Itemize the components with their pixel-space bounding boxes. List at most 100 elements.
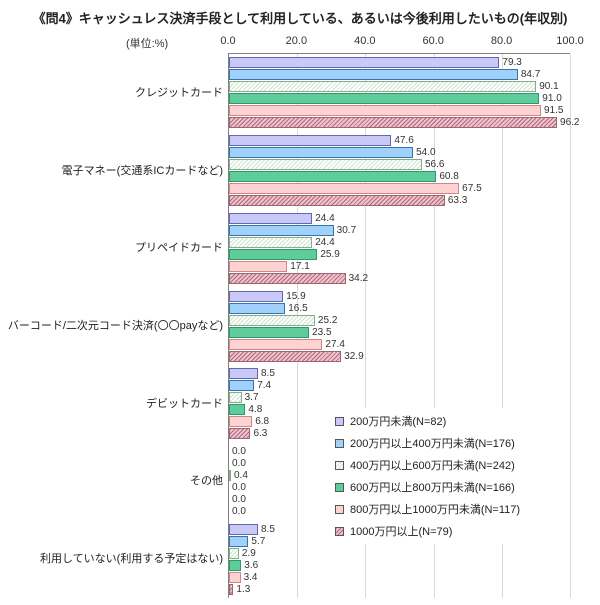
x-tick-label: 100.0: [556, 35, 584, 47]
legend-label: 1000万円以上(N=79): [350, 526, 453, 538]
bar-row: 96.2: [229, 117, 580, 129]
unit-label: (単位:%): [126, 38, 169, 50]
category-label: 利用していない(利用する予定はない): [0, 519, 228, 597]
bar-row: 6.8: [229, 416, 570, 428]
bar-row: 67.5: [229, 183, 570, 195]
bar-value-label: 30.7: [336, 224, 357, 236]
bar-value-label: 24.4: [315, 236, 335, 248]
plot-area: 79.3 84.7 90.1 91.0 91.5 96.2 47.6 54.0 56.6 60.8…: [228, 53, 580, 598]
bar-value-label: 91.5: [544, 105, 564, 117]
chart-body: クレジットカード 電子マネー(交通系ICカードなど) プリペイドカード バーコード/二…: [0, 53, 600, 598]
x-tick-label: 0.0: [220, 35, 236, 47]
bar-row: 23.5: [229, 326, 570, 338]
bar-row: 91.5: [229, 105, 570, 117]
bar-row: 3.7: [229, 392, 570, 404]
x-tick-label: 40.0: [354, 35, 376, 47]
bar: [229, 404, 246, 416]
bar: [229, 583, 234, 595]
category-label: バーコード/二次元コード決済(〇〇payなど): [0, 286, 228, 364]
legend-item: 200万円未満(N=82): [335, 410, 520, 432]
legend-swatch: [335, 438, 344, 448]
bar-group: 47.6 54.0 56.6 60.8 67.5 63.3: [229, 132, 570, 210]
legend-item: 200万円以上400万円未満(N=176): [335, 432, 520, 454]
bar-value-label: 34.2: [348, 272, 369, 284]
bar-value-label: 25.2: [317, 314, 338, 326]
bar: [229, 260, 288, 272]
bar-value-label: 17.1: [290, 260, 310, 272]
bar-row: 54.0: [229, 147, 570, 159]
gridline: [501, 54, 503, 598]
bar: [229, 535, 249, 547]
bar-row: 0.0: [229, 458, 570, 469]
bar-row: 34.2: [229, 272, 570, 284]
bar: [229, 338, 323, 350]
bar: [229, 195, 445, 207]
bar-group: 24.4 30.7 24.4 25.9 17.1 34.2: [229, 209, 570, 287]
gridline: [433, 54, 435, 598]
bar: [229, 135, 392, 147]
bar-value-label: 91.0: [542, 93, 562, 105]
bar: [229, 105, 541, 117]
bar: [229, 171, 437, 183]
bar-row: 0.0: [229, 494, 570, 505]
bar-row: 47.6: [229, 135, 570, 147]
category-label: プリペイドカード: [0, 208, 228, 286]
bar-row: 27.4: [229, 338, 570, 350]
bar-row: 2.9: [229, 547, 570, 559]
bar-group: 15.9 16.5 25.2 23.5 27.4 32.9: [229, 287, 570, 365]
gridline: [297, 54, 299, 598]
bar-row: 5.7: [229, 535, 570, 547]
bar-row: 90.1: [229, 81, 570, 93]
bar: [229, 117, 558, 129]
bar-row: 8.5: [229, 523, 570, 535]
category-label-text: プリペイドカード: [135, 242, 223, 255]
legend-swatch: [335, 482, 344, 492]
legend-swatch: [335, 504, 344, 514]
legend-label: 200万円以上400万円未満(N=176): [350, 438, 515, 450]
bar-value-label: 54.0: [416, 147, 436, 159]
bar-value-label: 90.1: [539, 81, 559, 93]
legend-label: 400万円以上600万円未満(N=242): [350, 460, 515, 472]
bar-row: 91.0: [229, 93, 570, 105]
bar-value-label: 63.3: [447, 195, 468, 207]
bar-value-label: 47.6: [394, 135, 414, 147]
bar-row: 0.4: [229, 469, 570, 481]
bar-row: 24.4: [229, 212, 570, 224]
bar-row: 0.0: [229, 446, 570, 457]
bar-value-label: 3.7: [244, 392, 259, 404]
bar-row: 25.9: [229, 248, 570, 260]
bar: [229, 147, 414, 159]
bar: [229, 302, 286, 314]
bar-value-label: 32.9: [344, 350, 364, 362]
bar: [229, 416, 253, 428]
bar: [229, 212, 313, 224]
category-label: その他: [0, 442, 228, 520]
bar-group: 8.5 5.7 2.9 3.6 3.4 1.3: [229, 520, 570, 598]
bar: [229, 93, 540, 105]
bar-value-label: 3.4: [243, 571, 258, 583]
bar-row: 32.9: [229, 350, 570, 362]
category-label-text: その他: [190, 475, 223, 488]
x-tick-label: 60.0: [422, 35, 444, 47]
bar: [229, 272, 346, 284]
bar-row: 79.3: [229, 57, 570, 69]
bar-value-label: 24.4: [315, 212, 335, 224]
legend-item: 400万円以上600万円未満(N=242): [335, 454, 520, 476]
legend-item: 800万円以上1000万円未満(N=117): [335, 498, 520, 520]
bar: [229, 314, 315, 326]
category-label: クレジットカード: [0, 53, 228, 131]
bar-value-label: 5.7: [251, 535, 266, 547]
bar: [229, 428, 251, 440]
bar-value-label: 8.5: [260, 368, 275, 380]
category-label-text: クレジットカード: [135, 86, 223, 99]
bar-value-label: 15.9: [286, 290, 306, 302]
bar-value-label: 27.4: [325, 338, 345, 350]
bar-value-label: 67.5: [462, 183, 482, 195]
x-axis-ticks: 0.0 20.0 40.0 60.0 80.0 100.0: [220, 35, 583, 51]
bar-value-label: 23.5: [312, 326, 332, 338]
bar: [229, 290, 284, 302]
bar-group: 0.0 0.0 0.4 0.0 0.0 0.0: [229, 443, 570, 521]
bar: [229, 350, 342, 362]
bar-row: 84.7: [229, 69, 570, 81]
bar-value-label: 0.0: [232, 505, 246, 517]
